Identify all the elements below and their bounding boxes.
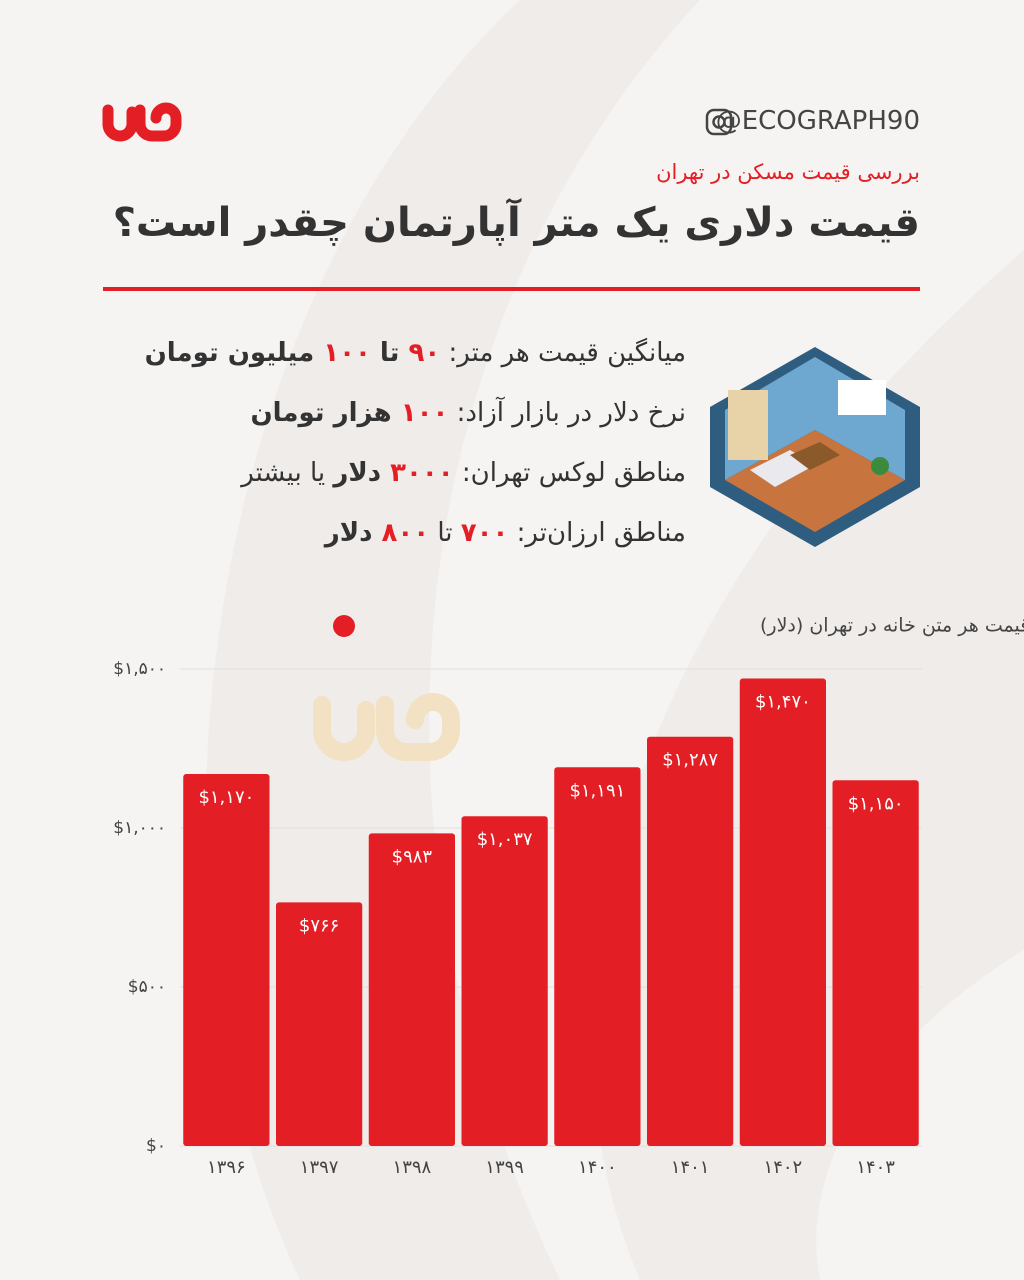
value-label: $۱,۱۵۰ [848,793,904,814]
value-label: $۱,۱۷۰ [198,787,254,808]
legend-marker [333,615,355,637]
y-tick-label: $۱,۵۰۰ [113,659,166,679]
bar [183,773,270,1146]
note-text: مناطق لوکس تهران: [453,458,686,488]
subtitle: بررسی قیمت مسکن در تهران [656,160,920,184]
x-tick-label: ۱۳۹۷ [300,1157,339,1178]
note: مناطق لوکس تهران: ۳۰۰۰ دلار یا بیشتر [241,458,686,488]
y-tick-label: $۵۰۰ [128,977,166,997]
note-text: دلار [324,518,382,548]
x-tick-label: ۱۴۰۲ [764,1157,803,1178]
x-tick-label: ۱۳۹۸ [393,1157,432,1178]
handle: @ECOGRAPH90 [715,106,920,136]
x-tick-label: ۱۴۰۰ [578,1157,617,1178]
note: مناطق ارزان‌تر: ۷۰۰ تا ۸۰۰ دلار [325,518,686,548]
y-tick-label: $۱,۰۰۰ [113,818,166,838]
value-label: $۱,۴۷۰ [755,692,811,713]
x-tick-label: ۱۴۰۳ [856,1157,895,1178]
note-text: میانگین قیمت هر متر: [440,338,686,368]
bar [832,780,919,1146]
chart: میانگین قیمت هر متن خانه در تهران (دلار)… [113,614,1024,1179]
bar [275,902,363,1146]
value-label: $۹۸۳ [392,846,433,867]
value-label: $۱,۰۳۷ [477,829,533,850]
value-label: $۱,۲۸۷ [662,750,718,771]
note-number: ۹۰ [408,338,441,368]
x-tick-label: ۱۳۹۶ [207,1157,246,1178]
bar [739,678,827,1146]
note: نرخ دلار در بازار آزاد: ۱۰۰ هزار تومان [250,398,686,428]
value-label: $۱,۱۹۱ [569,780,625,801]
bar [554,767,641,1146]
bar [646,736,734,1146]
note-text: مناطق ارزان‌تر: [508,518,686,548]
note-text: یا بیشتر [241,458,334,488]
note-text: تا [370,338,409,368]
note-number: ۳۰۰۰ [390,458,454,488]
legend-label: میانگین قیمت هر متن خانه در تهران (دلار) [760,614,1024,637]
note-text: تا [429,518,461,548]
note-number: ۸۰۰ [381,518,430,548]
watermark-logo [313,693,460,761]
note-number: ۷۰۰ [460,518,509,548]
bar [368,833,456,1146]
note-number: ۱۰۰ [400,398,449,428]
instagram-icon [705,108,733,136]
note-text: میلیون تومان [144,338,324,368]
note-number: ۱۰۰ [323,338,371,368]
note-text: دلار [333,458,391,488]
room-illustration [710,347,920,547]
value-label: $۷۶۶ [299,915,339,936]
note-text: نرخ دلار در بازار آزاد: [448,398,686,428]
title: قیمت دلاری یک متر آپارتمان چقدر است؟ [112,200,920,246]
bar [461,816,548,1146]
x-tick-label: ۱۴۰۱ [671,1157,710,1178]
y-tick-label: $۰ [146,1136,166,1156]
logo [102,102,182,142]
note-text: هزار تومان [250,398,401,428]
note: میانگین قیمت هر متر: ۹۰ تا ۱۰۰ میلیون تو… [145,338,686,368]
x-tick-label: ۱۳۹۹ [485,1157,524,1178]
